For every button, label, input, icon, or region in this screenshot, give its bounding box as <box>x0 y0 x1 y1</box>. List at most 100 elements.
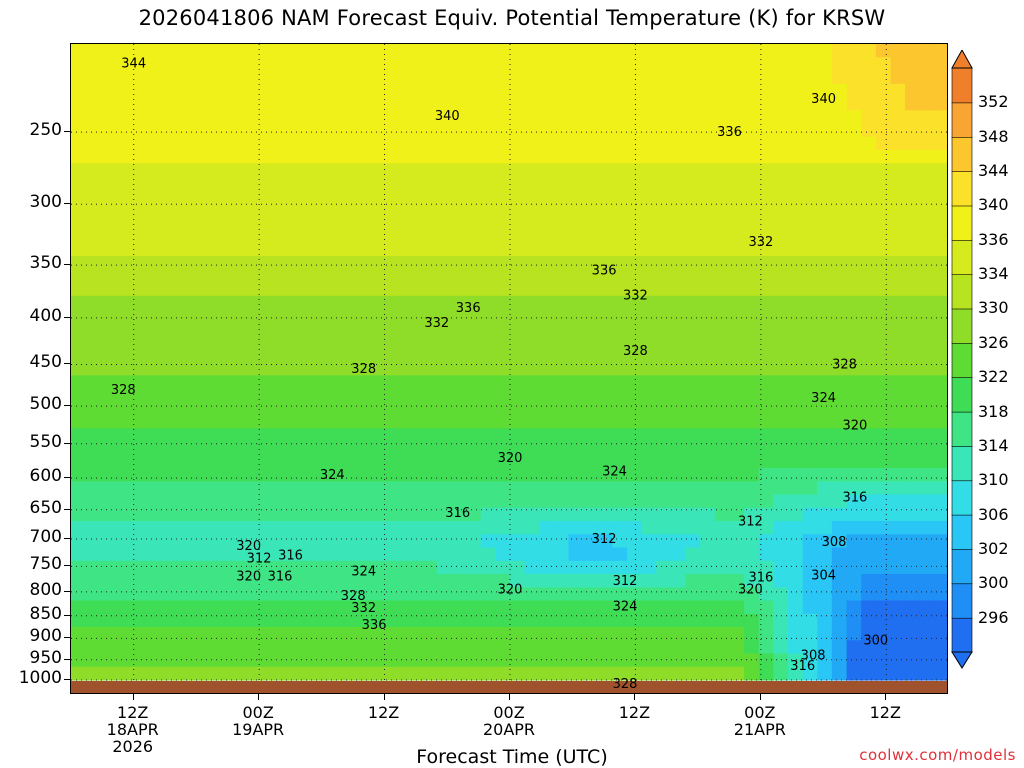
source-watermark: coolwx.com/models <box>859 746 1016 764</box>
y-tick-mark <box>64 508 70 510</box>
colorbar-swatch <box>951 617 973 653</box>
colorbar-bottom-arrow <box>951 651 973 669</box>
contour-label: 320 <box>236 570 261 585</box>
x-tick-label: 12Z 18APR 2026 <box>93 704 173 755</box>
y-tick-label: 350 <box>29 253 62 274</box>
y-tick-mark <box>64 590 70 592</box>
contour-label: 332 <box>623 289 648 304</box>
contour-label: 316 <box>748 571 773 586</box>
x-tick-mark <box>759 694 761 700</box>
plot-area: 344 340 340 336 332 336 332 336 332 328 328 328 328 3… <box>70 43 948 694</box>
contour-label: 312 <box>592 532 617 547</box>
contour-label: 324 <box>811 391 836 406</box>
x-tick-label-line: 18APR <box>106 720 159 739</box>
contour-label: 340 <box>811 92 836 107</box>
colorbar-label: 334 <box>978 264 1009 284</box>
contour-label: 336 <box>362 618 387 633</box>
y-tick-mark <box>64 614 70 616</box>
x-tick-mark <box>634 694 636 700</box>
colorbar-label: 348 <box>978 126 1009 146</box>
y-tick-mark <box>64 658 70 660</box>
x-tick-mark <box>132 694 134 700</box>
y-tick-mark <box>64 363 70 365</box>
x-tick-mark <box>509 694 510 700</box>
colorbar-swatch <box>951 205 973 241</box>
x-tick-label: 12Z <box>344 704 424 721</box>
y-tick-mark <box>64 405 70 407</box>
contour-label: 316 <box>842 490 867 505</box>
grid-lines <box>71 44 947 681</box>
x-tick-label-line: 12Z <box>869 703 901 722</box>
colorbar-swatch <box>951 548 973 585</box>
colorbar-label: 300 <box>978 573 1009 593</box>
y-tick-label: 300 <box>29 192 62 213</box>
x-tick-mark <box>885 694 887 700</box>
contour-label: 328 <box>832 358 857 373</box>
contour-label: 336 <box>456 301 481 316</box>
colorbar-swatch <box>951 308 973 344</box>
contour-label: 316 <box>790 659 815 674</box>
y-tick-label: 1000 <box>18 668 62 688</box>
contour-label: 300 <box>863 634 888 649</box>
ground-strip <box>71 681 947 693</box>
colorbar-swatch <box>951 582 973 619</box>
colorbar-swatch <box>951 170 973 207</box>
contour-label: 324 <box>602 465 627 480</box>
x-tick-label-line: 00Z <box>493 703 525 722</box>
x-tick-label: 12Z <box>594 704 674 721</box>
contour-label: 308 <box>801 649 826 664</box>
contour-label: 324 <box>320 468 345 483</box>
contour-label: 320 <box>236 539 261 554</box>
contour-label: 312 <box>613 574 638 589</box>
contour-label: 328 <box>613 677 638 692</box>
x-tick-label: 00Z 21APR <box>720 704 800 738</box>
colorbar-label: 302 <box>978 538 1009 558</box>
contour-label: 344 <box>121 56 146 71</box>
colorbar-label: 322 <box>978 367 1009 387</box>
contour-label: 324 <box>613 599 638 614</box>
y-tick-mark <box>64 131 70 133</box>
colorbar-swatch <box>951 102 973 138</box>
y-tick-mark <box>64 477 70 479</box>
contour-label: 304 <box>811 569 836 584</box>
y-tick-mark <box>64 316 70 318</box>
x-tick-label-line: 12Z <box>618 703 651 722</box>
chart-title: 2026041806 NAM Forecast Equiv. Potential… <box>138 6 886 30</box>
colorbar-label: 336 <box>978 229 1009 249</box>
contour-label: 328 <box>341 589 366 604</box>
y-tick-label: 950 <box>29 647 62 668</box>
x-tick-label: 12Z <box>845 704 925 721</box>
contour-label: 328 <box>351 362 376 377</box>
contour-label: 312 <box>738 515 763 530</box>
y-tick-label: 450 <box>29 352 62 373</box>
colorbar-label: 340 <box>978 195 1009 215</box>
colorbar-swatch <box>951 136 973 172</box>
x-tick-label-line: 00Z <box>744 703 776 722</box>
colorbar-label: 330 <box>978 298 1009 318</box>
colorbar-label: 326 <box>978 332 1009 352</box>
contour-label: 328 <box>111 383 136 398</box>
contour-label: 320 <box>498 451 523 466</box>
x-tick-label-line: 21APR <box>733 720 786 739</box>
colorbar-swatch <box>951 67 973 104</box>
x-tick-label: 00Z 20APR <box>469 704 549 738</box>
contour-label: 316 <box>268 570 293 585</box>
contour-label: 312 <box>247 551 272 566</box>
y-tick-label: 250 <box>29 120 62 141</box>
contour-label: 340 <box>435 109 460 124</box>
y-tick-mark <box>64 565 70 567</box>
y-tick-mark <box>64 538 70 540</box>
colorbar-swatch <box>951 273 973 310</box>
contour-label: 332 <box>351 601 376 616</box>
x-tick-label-line: 2026 <box>112 737 154 756</box>
contour-label: 320 <box>738 582 763 597</box>
y-tick-label: 900 <box>29 626 62 647</box>
colorbar-label: 352 <box>978 92 1009 112</box>
colorbar <box>951 50 973 669</box>
y-tick-label: 750 <box>29 554 62 575</box>
y-tick-label: 500 <box>29 394 62 415</box>
y-tick-label: 550 <box>29 431 62 452</box>
y-tick-mark <box>64 637 70 639</box>
y-tick-mark <box>64 679 70 680</box>
contour-label: 336 <box>717 125 742 140</box>
